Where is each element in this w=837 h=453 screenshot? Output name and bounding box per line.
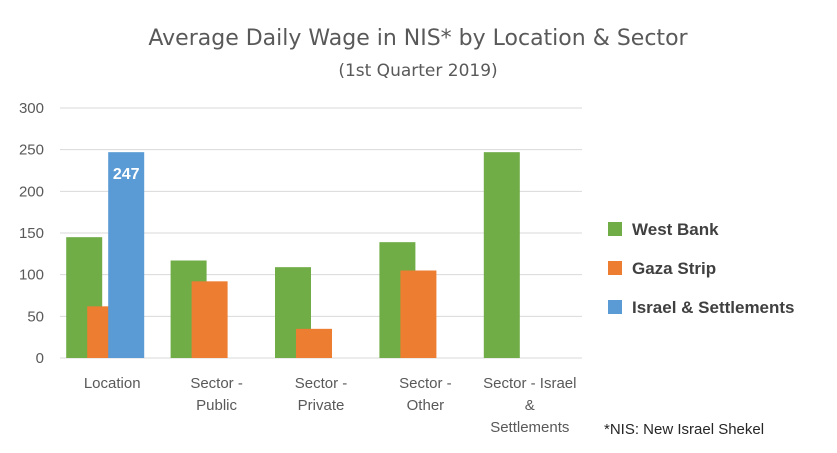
x-category-label: Sector -Other (399, 375, 452, 414)
data-labels: 247 (113, 166, 140, 183)
chart-title: Average Daily Wage in NIS* by Location &… (148, 26, 688, 51)
data-label: 247 (113, 166, 140, 183)
x-category-label: Sector -Private (295, 375, 348, 414)
bar-west-bank-4 (483, 152, 520, 358)
chart-subtitle: (1st Quarter 2019) (338, 61, 497, 81)
legend-label: Israel & Settlements (632, 298, 795, 317)
y-tick-label: 50 (27, 308, 44, 325)
bars (66, 152, 520, 358)
legend-label: West Bank (632, 220, 719, 239)
y-tick-label: 0 (36, 350, 44, 367)
gridlines (60, 107, 582, 359)
legend-label: Gaza Strip (632, 259, 716, 278)
x-axis-categories: Location Sector -Public Sector -Private Sec… (84, 375, 577, 436)
bar-gaza-strip-3 (400, 270, 437, 358)
y-tick-label: 250 (19, 142, 44, 159)
y-tick-label: 200 (19, 183, 44, 200)
bar-gaza-strip-2 (296, 328, 332, 358)
x-category-label: Sector - Israel & Settlements (483, 375, 576, 436)
bar-israel-settlements-0 (108, 152, 145, 358)
legend-swatch (608, 300, 622, 314)
x-category-label: Location (84, 375, 141, 392)
y-tick-label: 300 (19, 100, 44, 117)
footnote: *NIS: New Israel Shekel (604, 421, 764, 438)
x-category-label: Sector -Public (190, 375, 243, 414)
legend-swatch (608, 261, 622, 275)
legend-swatch (608, 222, 622, 236)
y-axis-ticks: 0 50 100 150 200 250 300 (19, 100, 44, 367)
y-tick-label: 150 (19, 225, 44, 242)
bar-gaza-strip-1 (191, 281, 228, 358)
legend: West Bank Gaza Strip Israel & Settlements (608, 220, 795, 317)
y-tick-label: 100 (19, 267, 44, 284)
